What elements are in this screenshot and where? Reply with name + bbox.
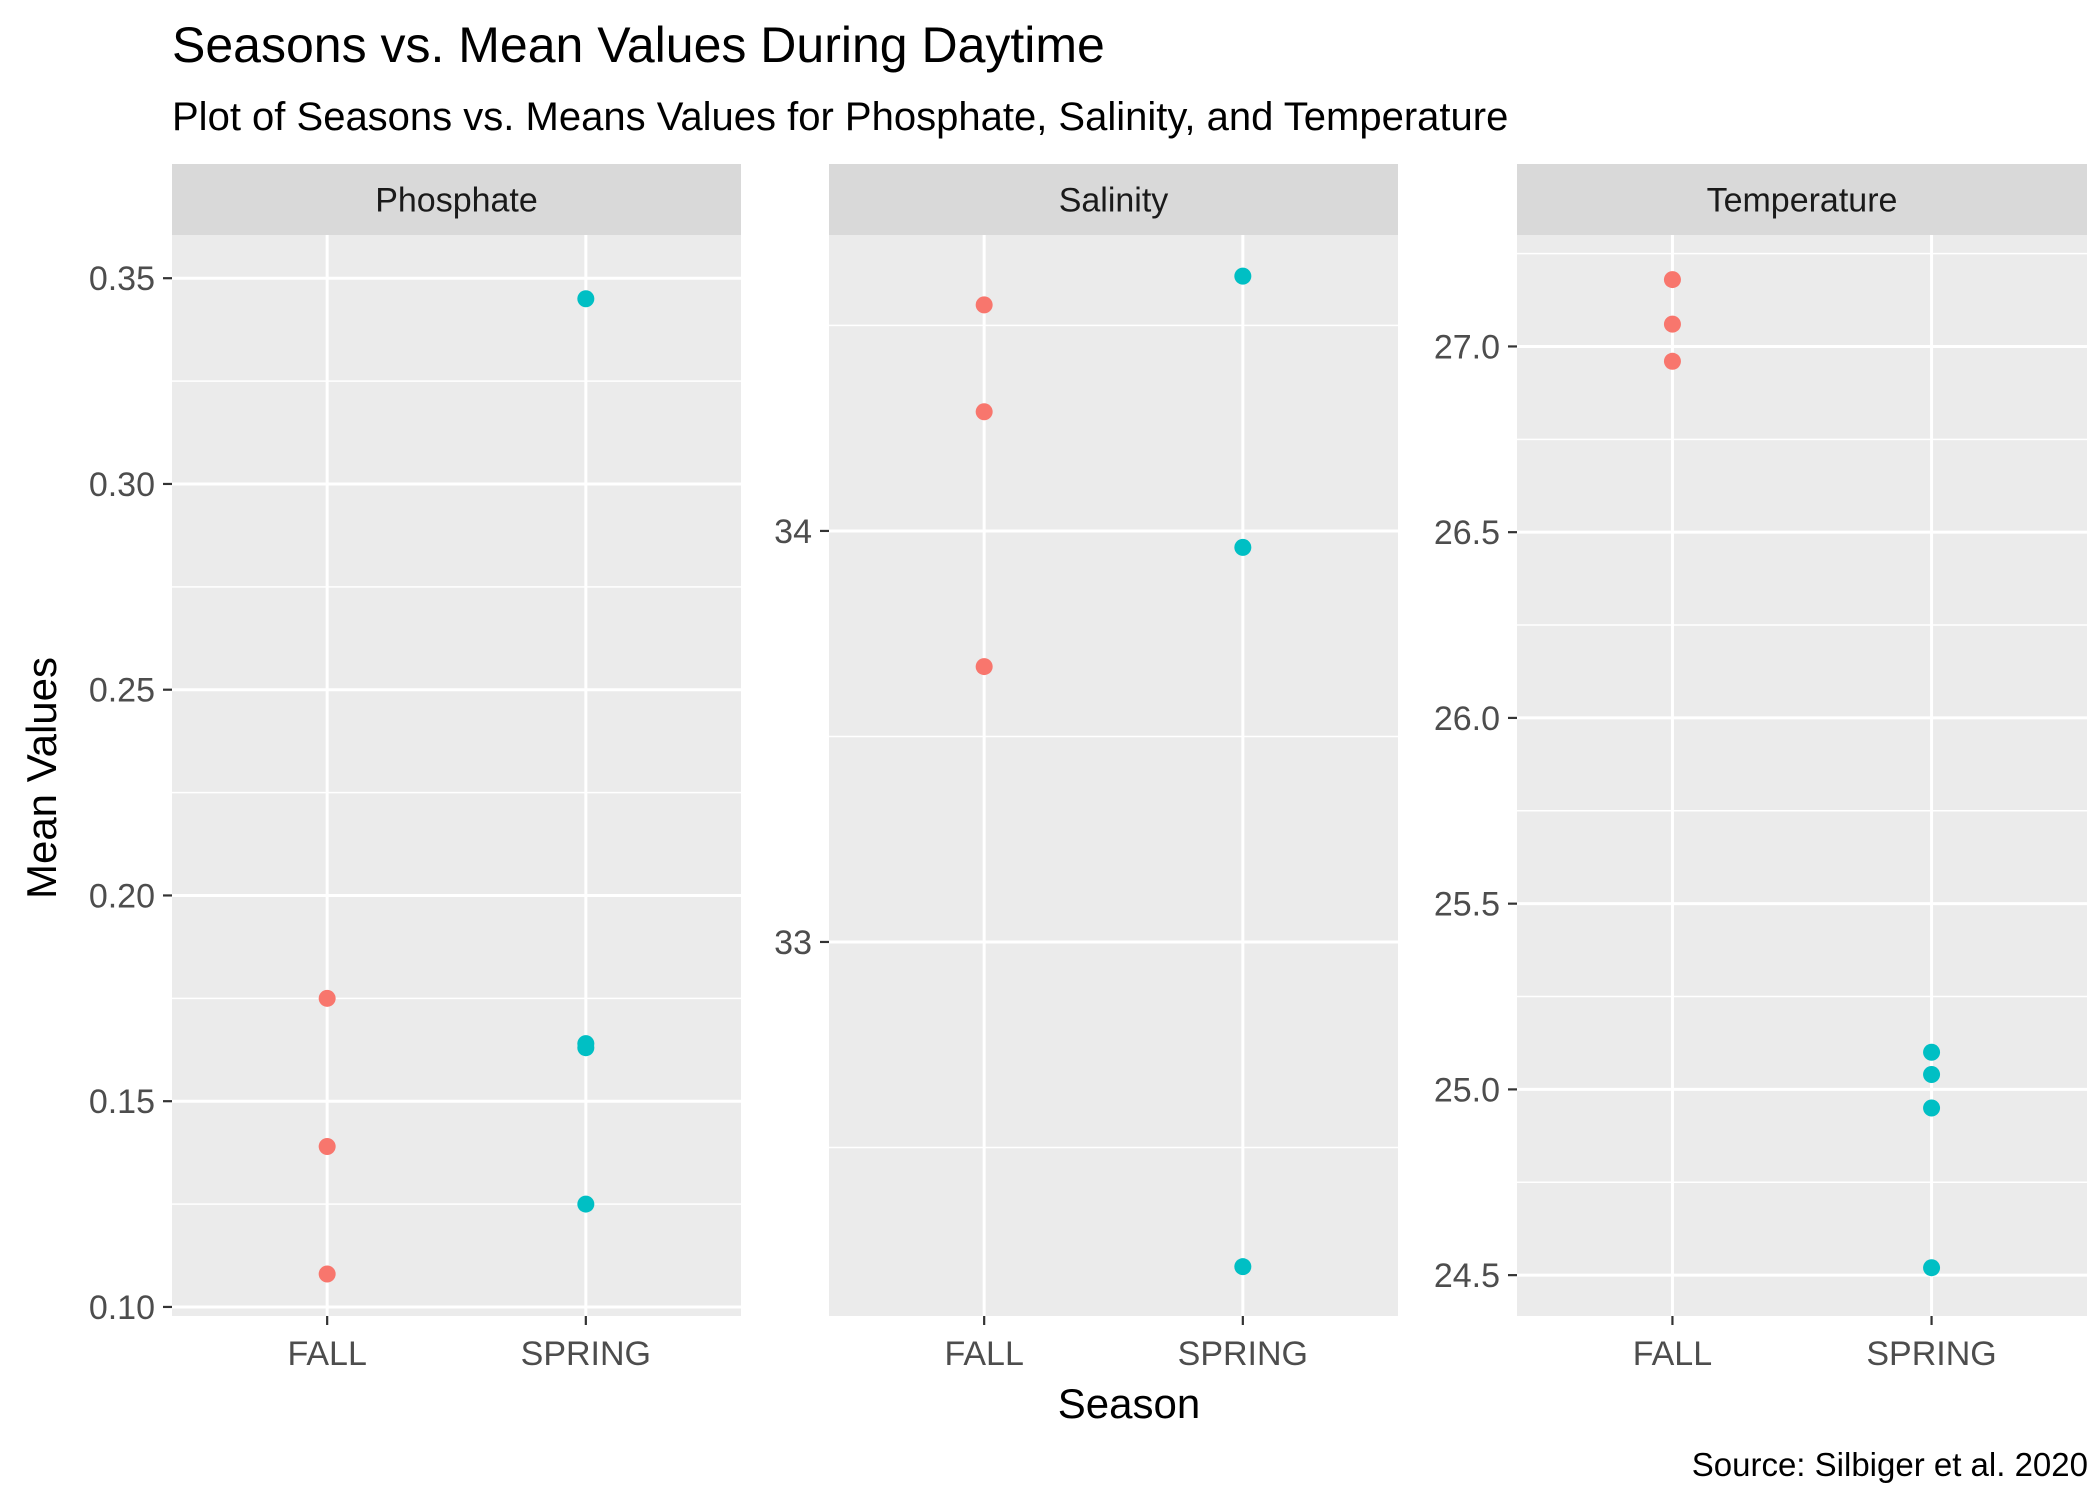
data-point-fall [1663,315,1681,333]
panel-salinity: Salinity 33 34 FALL SPRING [774,164,1398,1373]
data-point-fall [975,658,993,676]
strip-salinity [829,164,1398,235]
y-tick-label: 26.5 [1434,514,1500,552]
data-point-fall [318,1137,336,1155]
data-point-spring [1923,1099,1941,1117]
y-tick-label: 0.35 [89,260,155,298]
chart-caption: Source: Silbiger et al. 2020 [1692,1446,2088,1483]
y-tick-label: 25.5 [1434,886,1500,924]
panel-background [829,235,1398,1316]
x-tick-label: FALL [944,1335,1023,1373]
panel-background [172,235,741,1316]
y-tick-label: 0.30 [89,466,155,504]
data-point-spring [1234,1258,1252,1276]
strip-label: Phosphate [375,182,538,220]
data-point-spring [1923,1043,1941,1061]
data-point-spring [1923,1066,1941,1084]
data-point-fall [975,403,993,421]
y-tick-label: 33 [774,924,812,962]
y-tick-label: 0.15 [89,1083,155,1121]
data-point-fall [318,989,336,1007]
data-point-fall [975,296,993,314]
y-tick-label: 34 [774,513,812,551]
data-point-spring [1234,267,1252,285]
x-axis-title: Season [1058,1380,1200,1427]
y-tick-label: 26.0 [1434,700,1500,738]
y-axis-title: Mean Values [18,657,65,899]
panel-temperature: Temperature 24.5 25.0 25.5 26.0 26.5 27.0 FALL S… [1434,164,2087,1373]
chart-title: Seasons vs. Mean Values During Daytime [172,17,1105,73]
x-tick-label: SPRING [1178,1335,1308,1373]
data-point-spring [577,1039,595,1057]
x-tick-label: FALL [1633,1335,1712,1373]
data-point-spring [1234,538,1252,556]
panel-background [1517,235,2087,1316]
x-tick-label: SPRING [1866,1335,1996,1373]
data-point-spring [1923,1259,1941,1277]
strip-label: Temperature [1707,182,1898,220]
x-tick-label: SPRING [521,1335,651,1373]
y-tick-label: 0.25 [89,672,155,710]
y-tick-label: 24.5 [1434,1257,1500,1295]
data-point-fall [1663,352,1681,370]
strip-label: Salinity [1059,182,1169,220]
y-tick-label: 27.0 [1434,328,1500,366]
strip-phosphate [172,164,741,235]
data-point-fall [318,1265,336,1283]
y-tick-label: 25.0 [1434,1071,1500,1109]
panel-phosphate: Phosphate 0.10 0.15 0.20 0.25 0.30 0.35 FALL SPR… [89,164,741,1373]
data-point-fall [1663,271,1681,289]
data-point-spring [577,1195,595,1213]
y-tick-label: 0.20 [89,877,155,915]
data-point-spring [577,290,595,308]
chart-subtitle: Plot of Seasons vs. Means Values for Pho… [172,95,1508,139]
strip-temperature [1517,164,2087,235]
facet-panels: Phosphate 0.10 0.15 0.20 0.25 0.30 0.35 FALL SPR… [89,164,2087,1373]
y-tick-label: 0.10 [89,1289,155,1327]
x-tick-label: FALL [287,1335,366,1373]
